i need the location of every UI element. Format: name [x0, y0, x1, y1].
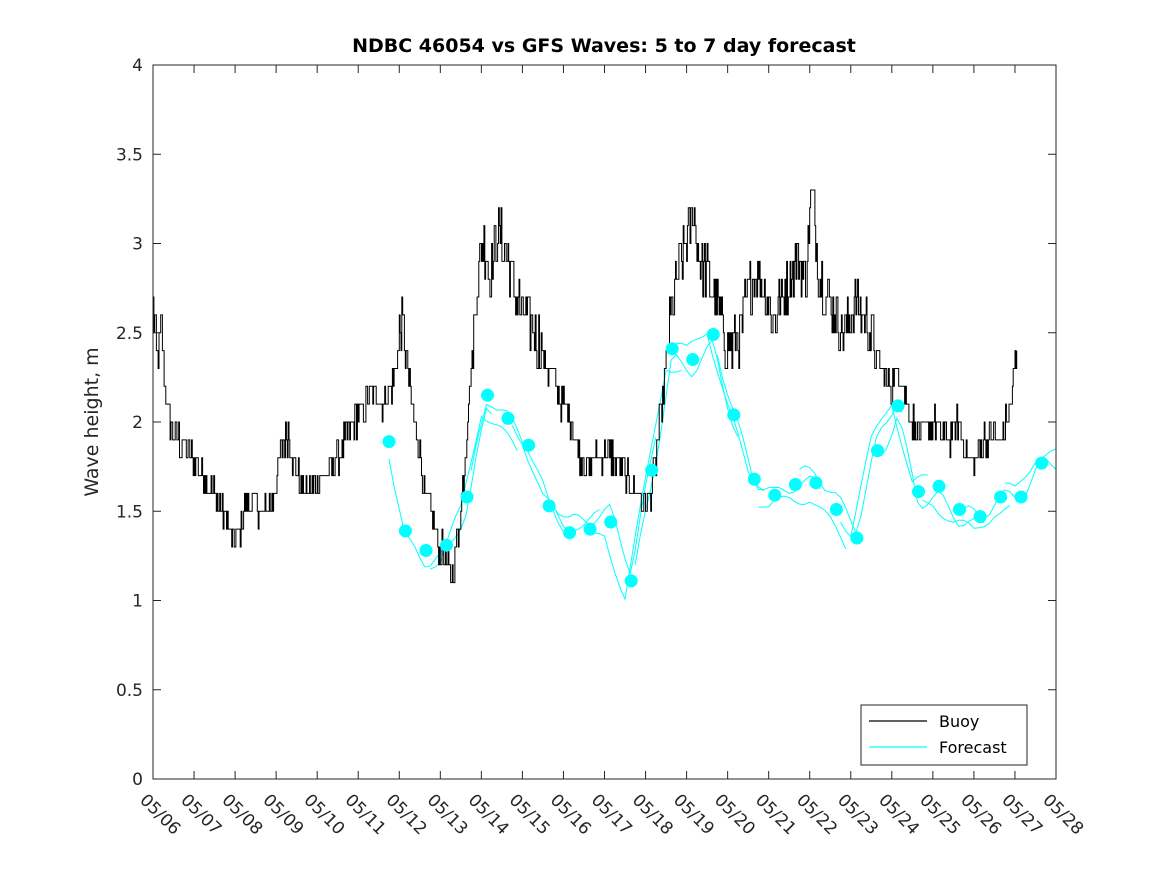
forecast-series-line	[840, 403, 928, 538]
forecast-point	[1014, 490, 1028, 504]
forecast-point	[994, 490, 1008, 504]
forecast-series-line	[470, 403, 575, 536]
forecast-series-line	[552, 437, 657, 576]
forecast-point	[624, 574, 638, 588]
y-tick-label: 0	[132, 770, 143, 790]
forecast-series-line	[511, 424, 600, 532]
forecast-point	[727, 408, 741, 422]
y-tick-label: 4	[132, 56, 143, 76]
forecast-series-line	[758, 495, 847, 550]
forecast-point	[706, 328, 720, 341]
forecast-point	[542, 499, 556, 513]
legend-forecast-label: Forecast	[939, 738, 1007, 757]
forecast-point	[460, 490, 474, 504]
forecast-point	[768, 488, 782, 502]
forecast-point	[953, 503, 966, 516]
y-axis-label: Wave height, m	[81, 347, 103, 496]
y-tick-label: 1.5	[116, 502, 143, 522]
forecast-point	[522, 438, 536, 452]
forecast-point	[501, 411, 515, 425]
legend-buoy-label: Buoy	[939, 712, 979, 731]
forecast-point	[747, 472, 761, 486]
buoy-series-line	[153, 189, 1018, 584]
forecast-point	[440, 538, 453, 552]
y-tick-label: 3.5	[116, 145, 143, 165]
forecast-point	[398, 524, 412, 538]
forecast-point	[604, 515, 618, 529]
forecast-point	[932, 479, 946, 493]
forecast-point	[645, 463, 659, 477]
y-tick-label: 1	[132, 592, 143, 612]
forecast-point	[871, 444, 884, 458]
forecast-series-line	[594, 369, 682, 601]
y-axis-ticks: 0 0.5 1 1.5 2 2.5 3 3.5 4	[116, 56, 1056, 790]
forecast-point	[686, 353, 700, 366]
legend-box	[860, 704, 1028, 766]
forecast-series-line	[1004, 448, 1057, 487]
y-tick-label: 2.5	[116, 324, 143, 344]
forecast-point	[419, 544, 433, 557]
forecast-series-line	[922, 499, 1011, 529]
forecast-point	[583, 522, 597, 536]
forecast-point	[973, 510, 987, 524]
forecast-point	[481, 388, 494, 402]
forecast-point	[891, 399, 905, 413]
buoy-layer	[153, 189, 1018, 584]
forecast-series-line	[881, 417, 985, 527]
forecast-point	[809, 476, 823, 490]
forecast-point	[850, 531, 864, 545]
forecast-point	[829, 503, 843, 516]
forecast-point	[788, 478, 802, 491]
forecast-point	[382, 435, 396, 449]
y-tick-label: 3	[132, 235, 143, 255]
forecast-dots	[382, 328, 1049, 588]
chart-title: NDBC 46054 vs GFS Waves: 5 to 7 day fore…	[352, 35, 856, 57]
forecast-point	[665, 342, 679, 356]
forecast-point	[1035, 456, 1049, 470]
forecast-series-line	[676, 333, 764, 492]
forecast-point	[912, 485, 925, 499]
legend: Buoy Forecast	[860, 704, 1028, 766]
forecast-point	[563, 526, 577, 540]
y-tick-label: 2	[132, 413, 143, 433]
y-tick-label: 0.5	[116, 681, 143, 701]
